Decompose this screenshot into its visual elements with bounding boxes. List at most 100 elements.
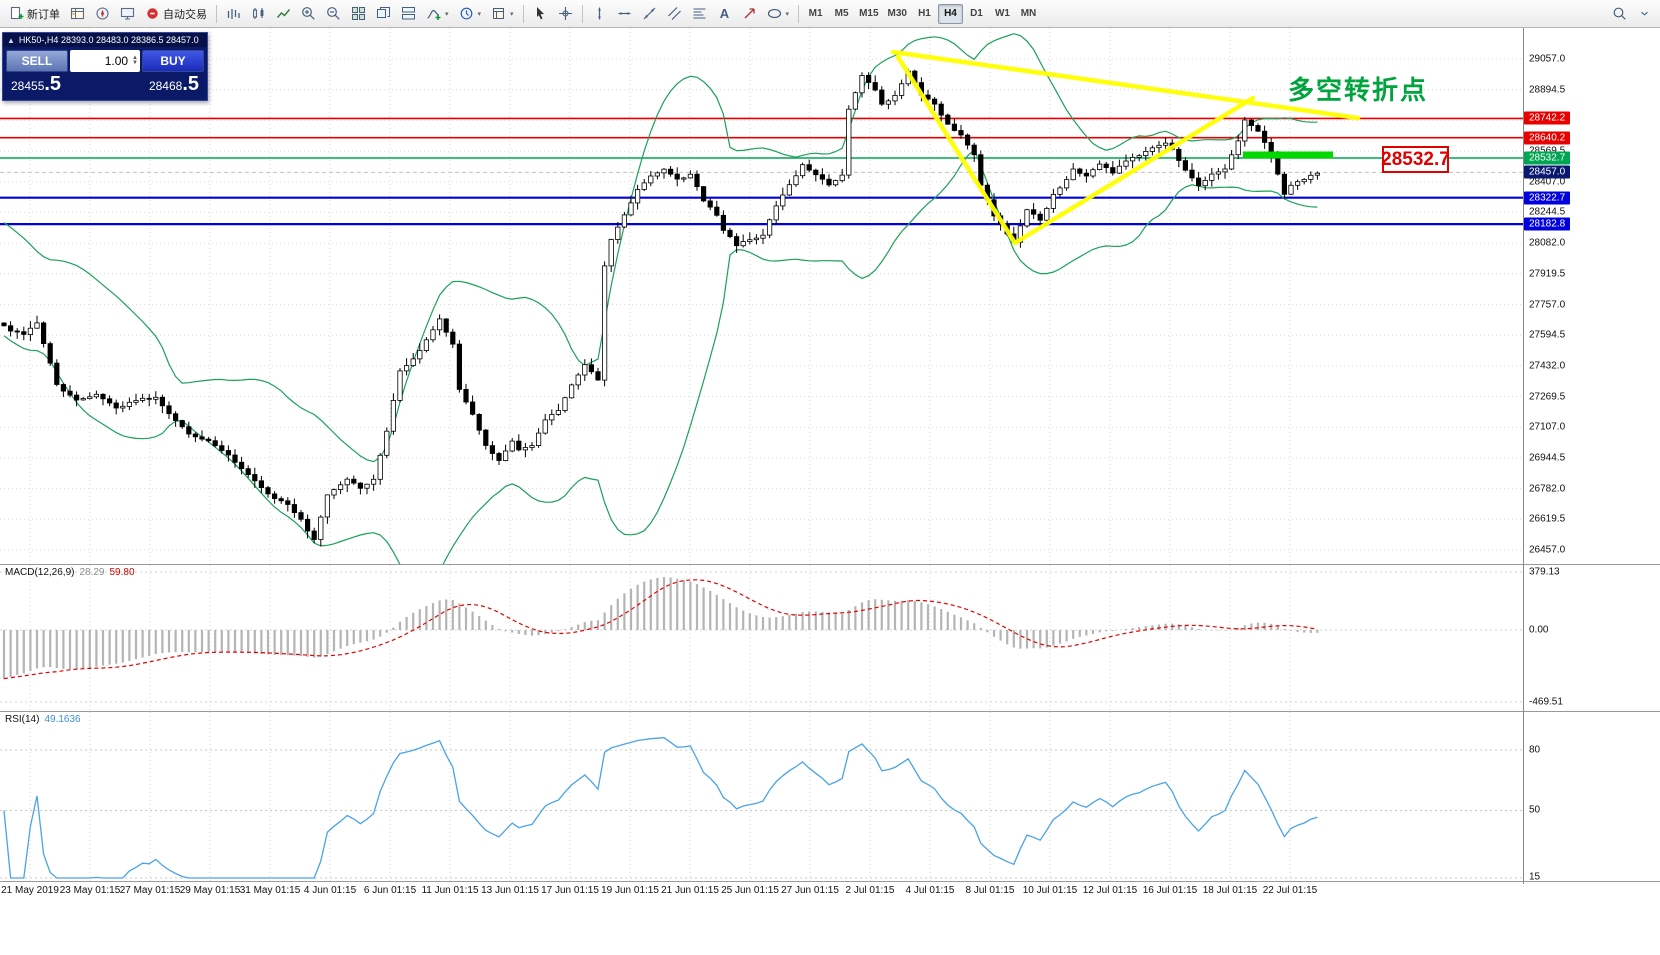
time-axis-label: 16 Jul 01:15 [1142,885,1198,896]
price-axis-label: 28244.5 [1529,206,1566,218]
autotrading-label: 自动交易 [163,8,207,21]
navigator-button[interactable] [90,3,115,25]
channel-icon [667,7,681,20]
time-axis-label: 19 Jun 01:15 [601,885,659,896]
time-axis-label: 17 Jun 01:15 [541,885,599,896]
current-price-tag: 28457.0 [1524,165,1571,179]
time-axis-label: 4 Jul 01:15 [905,885,955,896]
price-axis-label: 26457.0 [1529,544,1566,556]
rsi-panel-canvas[interactable] [0,712,1523,881]
collapse-panel-icon[interactable]: ▲ [7,35,15,45]
price-axis-label: 27269.5 [1529,391,1566,402]
line-price-tag: 28742.2 [1524,111,1571,125]
volume-down-button[interactable]: ▼ [132,60,138,66]
panel-separator[interactable] [0,564,1660,565]
tile-windows-button[interactable] [346,3,371,25]
line-price-tag: 28322.7 [1524,191,1571,205]
timeframe-m1-button[interactable]: M1 [808,8,823,19]
search-button[interactable] [1607,3,1632,25]
line-chart-mode-button[interactable] [271,3,296,25]
time-axis-label: 10 Jul 01:15 [1022,885,1078,896]
price-axis-label: 29057.0 [1529,53,1566,65]
timeframe-h1-button[interactable]: H1 [918,8,931,19]
shapes-tool-button[interactable]: ▾ [762,3,795,25]
price-axis-label: 26944.5 [1529,452,1566,464]
price-axis-label: 28407.0 [1529,176,1566,188]
horizontal-line-tool-button[interactable] [612,3,637,25]
arrange-windows-button[interactable] [371,3,396,25]
rsi-axis-label: 50 [1529,804,1541,816]
panel-separator[interactable] [0,881,1660,882]
price-axis-label: 27919.5 [1529,268,1566,280]
macd-label: MACD(12,26,9) 28.29 59.80 [5,567,135,578]
indicators-button[interactable]: ▾ [421,3,454,25]
channel-tool-button[interactable] [662,3,687,25]
chart-window[interactable]: ▲ HK50-,H4 28393.0 28483.0 28386.5 28457… [0,28,1660,955]
timeframe-mn-button[interactable]: MN [1020,8,1037,19]
cascade-windows-button[interactable] [396,3,421,25]
cursor-tool-button[interactable] [528,3,553,25]
vertical-line-tool-button[interactable] [587,3,612,25]
text-icon: A [719,6,729,21]
crosshair-tool-button[interactable] [553,3,578,25]
text-tool-button[interactable]: A [712,3,737,25]
templates-icon [493,8,505,19]
arrow-icon [744,8,755,19]
autotrading-button[interactable]: 自动交易 [140,3,212,25]
macd-panel-canvas[interactable] [0,565,1523,711]
rsi-axis-label: 80 [1529,744,1541,756]
volume-value: 1.00 [104,54,129,68]
price-axis-label: 28569.5 [1529,146,1565,157]
candlestick-mode-button[interactable] [246,3,271,25]
market-watch-icon [70,7,85,20]
periods-button[interactable]: ▾ [454,3,487,25]
macd-axis-label: -469.51 [1529,696,1563,708]
sell-button[interactable]: SELL [6,50,68,72]
timeframe-h4-button[interactable]: H4 [937,3,963,24]
timeframe-w1-button[interactable]: W1 [994,8,1010,19]
main-chart-canvas[interactable] [0,28,1523,564]
periods-clock-icon [460,7,472,20]
toolbar-overflow-button[interactable] [1632,3,1656,25]
turning-point-annotation[interactable]: 多空转折点 [1288,75,1429,105]
arrows-tool-button[interactable] [737,3,762,25]
zoom-in-icon [302,7,315,20]
price-axis-label: 28894.5 [1529,84,1566,96]
panel-separator[interactable] [0,711,1660,712]
timeframe-group: M1 M5 M15 M30 H1 H4 D1 W1 MN [803,3,1041,24]
chart-ohlc-title: HK50-,H4 28393.0 28483.0 28386.5 28457.0 [18,35,199,45]
terminal-button[interactable] [115,3,140,25]
timeframe-m15-button[interactable]: M15 [859,8,879,19]
price-axis-label: 26619.5 [1529,513,1566,525]
fibonacci-tool-button[interactable] [687,3,712,25]
volume-up-button[interactable]: ▲ [132,55,138,61]
buy-button[interactable]: BUY [142,50,204,72]
dropdown-caret-icon: ▾ [785,10,790,18]
new-order-button[interactable]: 新订单 [4,3,65,25]
support-price-label[interactable]: 28532.7 [1381,146,1450,173]
time-axis-label: 29 May 01:15 [179,885,241,896]
bar-chart-mode-button[interactable] [221,3,246,25]
vertical-line-icon [597,7,601,20]
market-watch-button[interactable] [65,3,90,25]
rsi-axis-label: 15 [1529,871,1541,883]
price-axis-label: 27432.0 [1529,360,1566,372]
sell-price: 28455.5 [11,73,62,95]
volume-field[interactable]: 1.00 ▲ ▼ [70,50,140,72]
macd-axis-label: 0.00 [1529,624,1549,636]
timeframe-m5-button[interactable]: M5 [834,8,849,19]
candlestick-icon [253,8,264,19]
zoom-out-button[interactable] [321,3,346,25]
rsi-label: RSI(14) 49.1636 [5,714,81,725]
trendline-tool-button[interactable] [637,3,662,25]
fibonacci-icon [693,8,706,19]
timeframe-d1-button[interactable]: D1 [970,8,983,19]
bar-chart-icon [227,9,240,19]
navigator-icon [96,7,109,20]
time-axis-label: 21 May 2019 [1,885,59,896]
arrange-windows-icon [377,7,390,18]
zoom-in-button[interactable] [296,3,321,25]
timeframe-m30-button[interactable]: M30 [887,8,907,19]
toolbar-separator [522,4,524,23]
templates-button[interactable]: ▾ [486,3,519,25]
